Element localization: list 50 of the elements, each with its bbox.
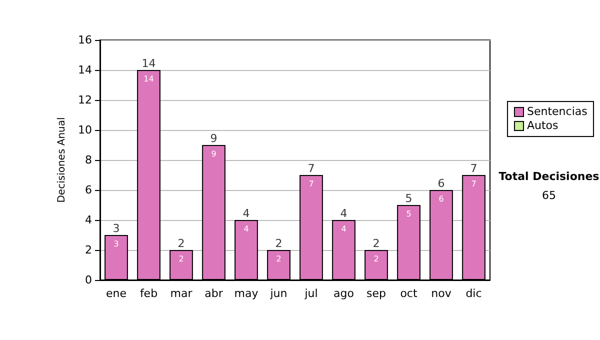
data-label: 9 [211,150,216,158]
text: 65 [541,189,557,202]
y-tick-label: 16 [78,34,92,46]
data-label: 2 [276,254,282,264]
y-tick-label: 2 [85,244,92,256]
data-label: 5 [406,210,412,218]
total-label: 3 [112,222,120,235]
x-tick-label: abr [204,287,224,300]
data-label: 4 [244,224,249,234]
x-tick-label: ago [334,287,354,300]
data-label: 3 [114,240,119,248]
text: Total Decisiones [498,170,600,183]
total-label: 7 [470,162,478,175]
x-tick-label: nov [431,287,452,300]
y-tick-label: 14 [78,64,92,76]
x-tick-label: feb [140,287,158,300]
x-tick-label: oct [400,287,418,300]
data-label: 14 [144,74,154,84]
y-tick-label: 12 [78,94,92,106]
total-label: 4 [242,207,250,220]
legend-label: Sentencias [526,105,588,119]
total-label: 9 [210,132,218,145]
total-label: 4 [340,207,348,220]
x-tick-label: jun [269,287,288,300]
x-tick-label: jul [304,287,318,300]
data-label: 7 [308,180,314,188]
total-label: 6 [438,177,445,190]
x-tick-label: dic [466,287,482,300]
y-tick-label: 4 [85,214,92,226]
total-label: 5 [405,192,412,205]
data-label: 2 [178,254,184,264]
total-label: 2 [372,237,380,250]
total-label: 2 [178,237,185,250]
y-tick-label: 0 [85,274,92,286]
data-label: 6 [438,194,444,204]
y-tick-label: 10 [78,124,92,136]
y-axis-title: Decisiones Anual [56,117,68,203]
y-tick-label: 8 [85,154,92,166]
legend-label: Autos [526,119,560,133]
total-label: 7 [308,162,315,175]
total-label: 14 [142,57,156,70]
data-label: 7 [471,180,476,188]
x-tick-label: may [234,287,259,300]
x-tick-label: mar [170,287,193,300]
data-label: 2 [374,254,379,264]
data-label: 4 [341,224,346,234]
y-tick-label: 6 [85,184,92,196]
x-tick-label: ene [106,287,127,300]
x-tick-label: sep [366,287,386,300]
total-label: 2 [275,237,282,250]
